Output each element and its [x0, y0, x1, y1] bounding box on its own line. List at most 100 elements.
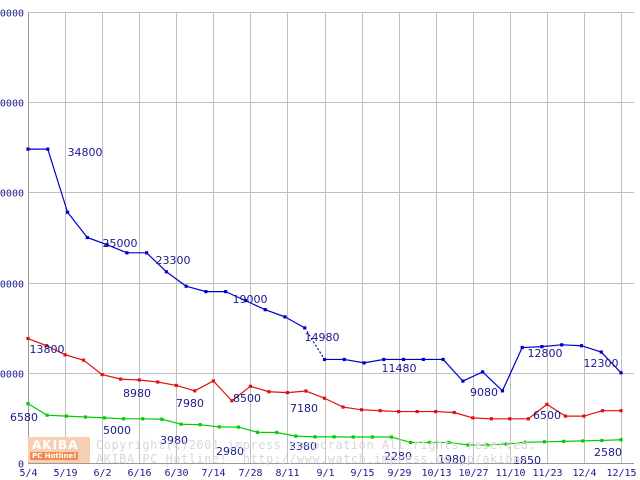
data-point-marker: [359, 408, 364, 412]
data-point-marker: [485, 443, 489, 447]
series-segment: [176, 384, 195, 392]
data-value-label: 34800: [68, 146, 103, 159]
series-segment: [238, 426, 258, 433]
data-point-marker: [560, 343, 564, 347]
data-point-marker: [600, 438, 604, 443]
data-point-marker: [81, 358, 86, 362]
series-segment: [462, 371, 483, 382]
series-segment: [85, 416, 105, 419]
x-axis-tick-label: 6/2: [93, 468, 111, 479]
series-red-series: [26, 336, 623, 421]
series-segment: [245, 300, 266, 311]
data-point-marker: [164, 270, 168, 274]
data-point-marker: [461, 379, 465, 383]
series-segment: [380, 410, 399, 413]
data-value-label: 8500: [233, 392, 261, 405]
data-point-marker: [64, 414, 68, 418]
data-point-marker: [523, 440, 527, 444]
data-value-label: 2980: [216, 445, 244, 458]
data-point-marker: [65, 210, 70, 214]
data-point-marker: [481, 370, 485, 374]
series-segment: [104, 417, 124, 420]
data-value-label: 6580: [10, 411, 38, 424]
data-point-marker: [466, 443, 470, 447]
data-value-label: 23300: [156, 254, 191, 267]
series-segment: [435, 410, 455, 414]
data-point-marker: [230, 399, 234, 403]
data-point-marker: [46, 147, 50, 151]
data-point-marker: [508, 417, 512, 421]
series-segment: [64, 354, 84, 361]
series-segment: [166, 271, 187, 287]
series-segment: [342, 406, 362, 411]
data-point-marker: [294, 434, 298, 438]
data-value-label: 13800: [30, 343, 65, 356]
data-value-label: 7180: [290, 402, 318, 415]
y-axis-tick-label: 20000: [0, 280, 24, 291]
series-segment: [601, 439, 622, 442]
x-axis-tick-label: 6/30: [164, 468, 188, 479]
series-segment: [344, 358, 365, 364]
series-segment: [583, 410, 603, 417]
data-point-marker: [102, 416, 107, 420]
series-segment: [231, 385, 251, 402]
series-segment: [265, 309, 286, 318]
series-segment: [194, 380, 214, 392]
data-point-marker: [122, 417, 126, 421]
data-point-marker: [351, 435, 355, 439]
series-segment: [442, 359, 464, 382]
data-point-marker: [243, 299, 248, 303]
series-segment: [250, 385, 270, 393]
series-segment: [391, 436, 411, 444]
data-value-label: 6500: [533, 409, 561, 422]
x-axis-tick-label: 7/28: [238, 468, 262, 479]
data-point-marker: [434, 409, 438, 414]
data-point-marker: [332, 435, 336, 439]
series-segment: [200, 424, 220, 428]
data-point-marker: [322, 396, 327, 400]
data-point-marker: [428, 440, 432, 445]
data-value-label: 5000: [103, 424, 131, 437]
data-point-marker: [156, 380, 160, 384]
data-value-label: 11480: [382, 362, 417, 375]
series-segment: [46, 345, 66, 356]
series-segment: [225, 291, 246, 302]
data-point-marker: [542, 440, 547, 444]
data-point-marker: [26, 147, 30, 151]
series-segment: [66, 415, 86, 418]
series-segment: [47, 148, 69, 213]
data-point-marker: [441, 357, 445, 362]
data-point-marker: [447, 440, 451, 445]
x-axis-tick-label: 5/4: [19, 468, 37, 479]
data-point-marker: [582, 414, 586, 418]
data-point-marker: [579, 344, 584, 348]
series-segment: [101, 374, 121, 380]
data-point-marker: [600, 409, 605, 413]
series-green-series: [26, 402, 623, 447]
data-point-marker: [248, 384, 252, 388]
data-point-marker: [204, 290, 208, 294]
series-segment: [83, 359, 103, 376]
series-segment: [67, 211, 88, 238]
data-point-marker: [504, 442, 508, 446]
data-point-marker: [285, 391, 290, 395]
data-point-marker: [500, 389, 505, 393]
data-point-marker: [452, 410, 456, 415]
data-point-marker: [105, 243, 109, 247]
data-value-label: 12300: [584, 357, 619, 370]
series-segment: [501, 347, 523, 392]
data-point-marker: [198, 423, 202, 427]
data-point-marker: [44, 344, 49, 348]
data-point-marker: [141, 417, 145, 421]
series-segment: [600, 351, 622, 374]
series-segment: [482, 371, 503, 392]
data-point-marker: [275, 430, 279, 435]
series-segment: [146, 252, 167, 273]
data-point-marker: [217, 425, 221, 429]
data-point-marker: [100, 373, 104, 377]
data-point-marker: [255, 430, 260, 434]
data-point-marker: [45, 413, 49, 417]
x-axis-tick-label: 12/15: [606, 468, 636, 479]
series-segment: [106, 244, 128, 254]
series-segment: [487, 443, 507, 446]
